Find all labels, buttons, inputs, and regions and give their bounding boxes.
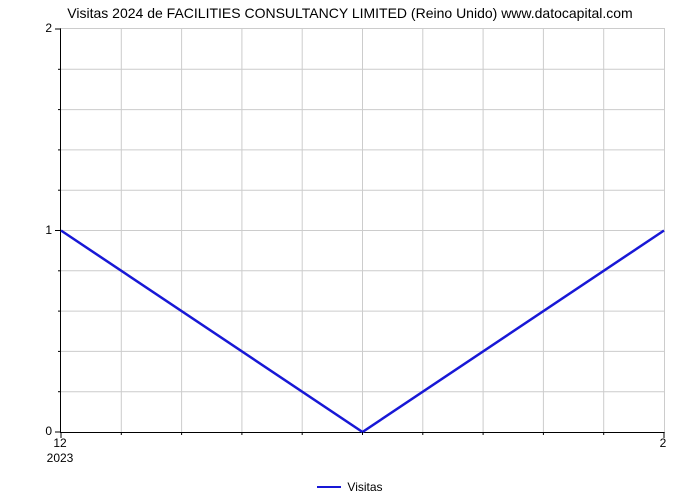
legend-label: Visitas — [347, 480, 382, 494]
legend: Visitas — [0, 479, 700, 494]
y-tick-label: 0 — [45, 424, 52, 438]
chart-title: Visitas 2024 de FACILITIES CONSULTANCY L… — [0, 5, 700, 21]
y-tick-label: 1 — [45, 223, 52, 237]
x-tick-label: 12 — [53, 436, 66, 450]
chart-svg — [61, 29, 664, 432]
y-tick-label: 2 — [45, 21, 52, 35]
x-tick-label: 2 — [660, 436, 667, 450]
legend-swatch — [317, 486, 341, 488]
plot-area — [60, 28, 665, 433]
x-sub-label: 2023 — [47, 451, 74, 465]
